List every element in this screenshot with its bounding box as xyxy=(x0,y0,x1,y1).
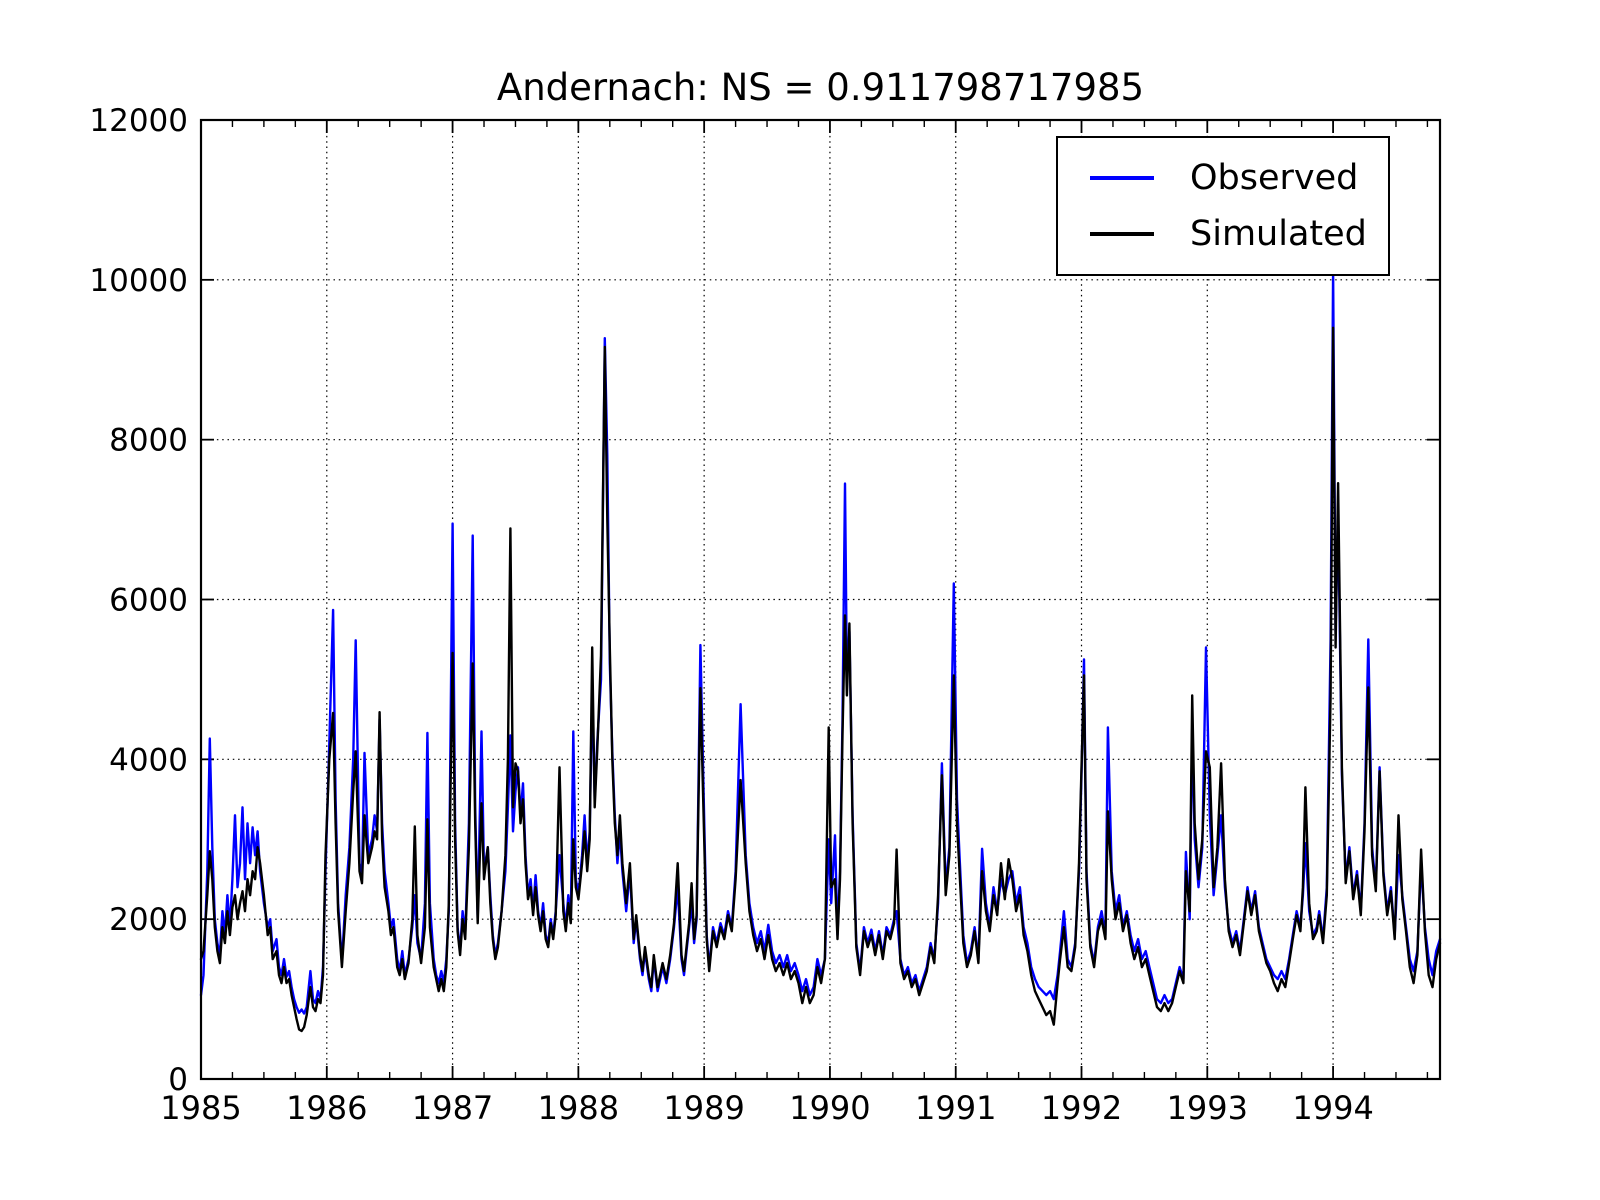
x-tick-label: 1987 xyxy=(412,1089,493,1127)
x-tick-label: 1994 xyxy=(1292,1089,1373,1127)
legend-label-observed: Observed xyxy=(1190,158,1359,198)
plot-frame xyxy=(199,118,1442,1081)
y-tick-label: 10000 xyxy=(89,263,188,299)
x-tick-label: 1985 xyxy=(160,1089,241,1127)
y-tick-label: 4000 xyxy=(109,742,188,778)
legend-label-simulated: Simulated xyxy=(1190,214,1367,254)
y-tick-label: 0 xyxy=(168,1062,188,1098)
y-tick-label: 6000 xyxy=(109,583,188,619)
y-tick-label: 8000 xyxy=(109,423,188,459)
x-tick-label: 1990 xyxy=(789,1089,870,1127)
x-tick-label: 1989 xyxy=(663,1089,744,1127)
chart-title: Andernach: NS = 0.911798717985 xyxy=(496,66,1145,109)
y-tick-label: 2000 xyxy=(109,902,188,938)
legend: Observed Simulated xyxy=(1056,136,1390,276)
legend-line-observed xyxy=(1090,176,1154,180)
legend-line-simulated xyxy=(1090,232,1154,236)
x-tick-label: 1992 xyxy=(1041,1089,1122,1127)
x-tick-label: 1993 xyxy=(1167,1089,1248,1127)
legend-item-observed: Observed xyxy=(1076,150,1370,206)
legend-item-simulated: Simulated xyxy=(1076,206,1370,262)
y-tick-label: 12000 xyxy=(89,103,188,139)
x-tick-label: 1986 xyxy=(286,1089,367,1127)
x-tick-label: 1991 xyxy=(915,1089,996,1127)
simulated-series-line xyxy=(199,326,1442,1033)
x-tick-label: 1988 xyxy=(538,1089,619,1127)
